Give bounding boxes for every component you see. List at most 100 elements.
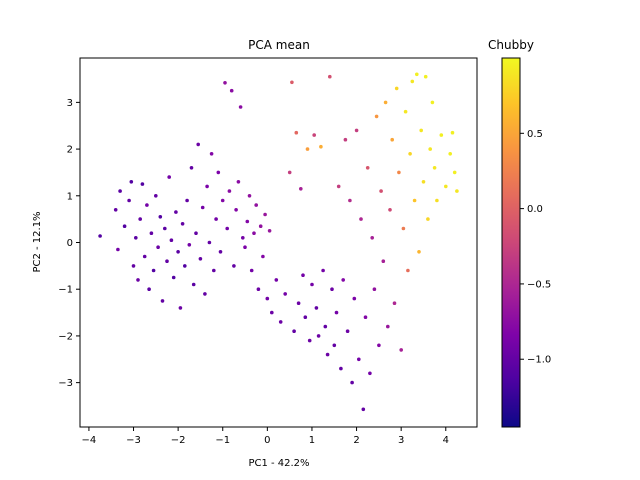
- data-point: [176, 250, 180, 254]
- data-point: [136, 278, 140, 282]
- data-point: [247, 194, 252, 198]
- data-point: [160, 299, 165, 303]
- data-point: [178, 306, 183, 310]
- data-point: [319, 144, 323, 149]
- data-point: [334, 310, 339, 315]
- data-point: [274, 278, 279, 282]
- x-tick-label: 3: [398, 435, 404, 446]
- data-point: [205, 184, 209, 189]
- data-point: [134, 236, 138, 240]
- data-point: [392, 301, 397, 306]
- data-point: [218, 250, 223, 254]
- data-point: [381, 259, 386, 264]
- data-point: [113, 208, 118, 212]
- x-tick-label: −1: [215, 435, 230, 446]
- data-point: [229, 88, 234, 93]
- colorbar-ticks: −1.0 −0.5 0.0 0.5: [520, 129, 551, 366]
- chart-title: PCA mean: [248, 38, 310, 52]
- data-point: [345, 329, 350, 334]
- x-tick-label: 2: [353, 435, 359, 446]
- data-point: [265, 296, 270, 301]
- data-point: [187, 243, 192, 247]
- data-point: [310, 282, 314, 287]
- data-point: [388, 208, 392, 212]
- data-point: [267, 229, 272, 233]
- data-point: [419, 128, 424, 133]
- data-point: [149, 231, 154, 235]
- data-point: [227, 189, 232, 193]
- y-tick-label: 2: [67, 145, 73, 156]
- data-point: [312, 133, 317, 137]
- data-point: [314, 306, 319, 310]
- data-point: [203, 292, 207, 296]
- data-point: [167, 175, 171, 179]
- data-point: [348, 198, 352, 203]
- data-point: [403, 109, 408, 114]
- data-point: [316, 334, 321, 338]
- data-point: [174, 210, 178, 214]
- data-point: [343, 137, 348, 142]
- data-point: [365, 166, 370, 170]
- data-point: [354, 128, 359, 133]
- data-point: [323, 324, 328, 329]
- data-point: [379, 189, 383, 193]
- data-point: [185, 198, 189, 203]
- data-point: [296, 301, 301, 306]
- y-axis-label: PC2 - 12.1%: [32, 211, 43, 272]
- data-point: [397, 170, 401, 175]
- data-point: [448, 152, 453, 156]
- data-point: [406, 268, 410, 273]
- data-point: [374, 114, 379, 119]
- data-point: [299, 187, 303, 191]
- data-point: [254, 203, 258, 207]
- colorbar-label: Chubby: [488, 38, 534, 52]
- data-point: [154, 194, 158, 198]
- data-point: [361, 407, 366, 412]
- data-point: [408, 152, 412, 156]
- data-point: [359, 217, 363, 221]
- data-point: [98, 234, 102, 238]
- data-point: [236, 180, 241, 184]
- data-point: [169, 238, 174, 242]
- data-point: [303, 315, 308, 320]
- data-point: [116, 247, 120, 252]
- data-point: [287, 170, 292, 175]
- data-point: [180, 222, 185, 226]
- data-point: [339, 366, 343, 371]
- data-point: [328, 74, 332, 79]
- data-point: [417, 250, 421, 254]
- data-point: [207, 240, 212, 245]
- data-point: [439, 133, 444, 137]
- colorbar-tick-label: −1.0: [527, 355, 551, 366]
- data-point: [145, 203, 149, 207]
- data-point: [410, 79, 415, 84]
- data-point: [357, 357, 361, 362]
- data-point: [325, 352, 330, 357]
- data-point: [372, 287, 377, 292]
- data-point: [412, 198, 417, 203]
- data-point: [189, 166, 194, 170]
- y-axis-ticks: −3 −2 −1 0 1 2 3: [58, 98, 80, 389]
- data-point: [428, 147, 433, 151]
- x-tick-label: 4: [443, 435, 449, 446]
- colorbar: [501, 57, 521, 428]
- x-tick-label: 1: [309, 435, 315, 446]
- data-point: [377, 343, 381, 348]
- data-point: [220, 198, 225, 203]
- data-point: [223, 81, 227, 85]
- data-point: [249, 268, 254, 273]
- data-point: [158, 215, 163, 219]
- data-point: [241, 236, 245, 240]
- data-point: [292, 329, 296, 334]
- data-point: [140, 182, 145, 186]
- data-point: [332, 343, 337, 348]
- scatter-points: [98, 72, 459, 412]
- data-point: [305, 147, 310, 151]
- data-point: [430, 100, 435, 105]
- colorbar-tick-label: −0.5: [527, 279, 551, 290]
- data-point: [399, 348, 404, 352]
- data-point: [336, 184, 341, 189]
- data-point: [252, 231, 256, 235]
- data-point: [341, 278, 346, 282]
